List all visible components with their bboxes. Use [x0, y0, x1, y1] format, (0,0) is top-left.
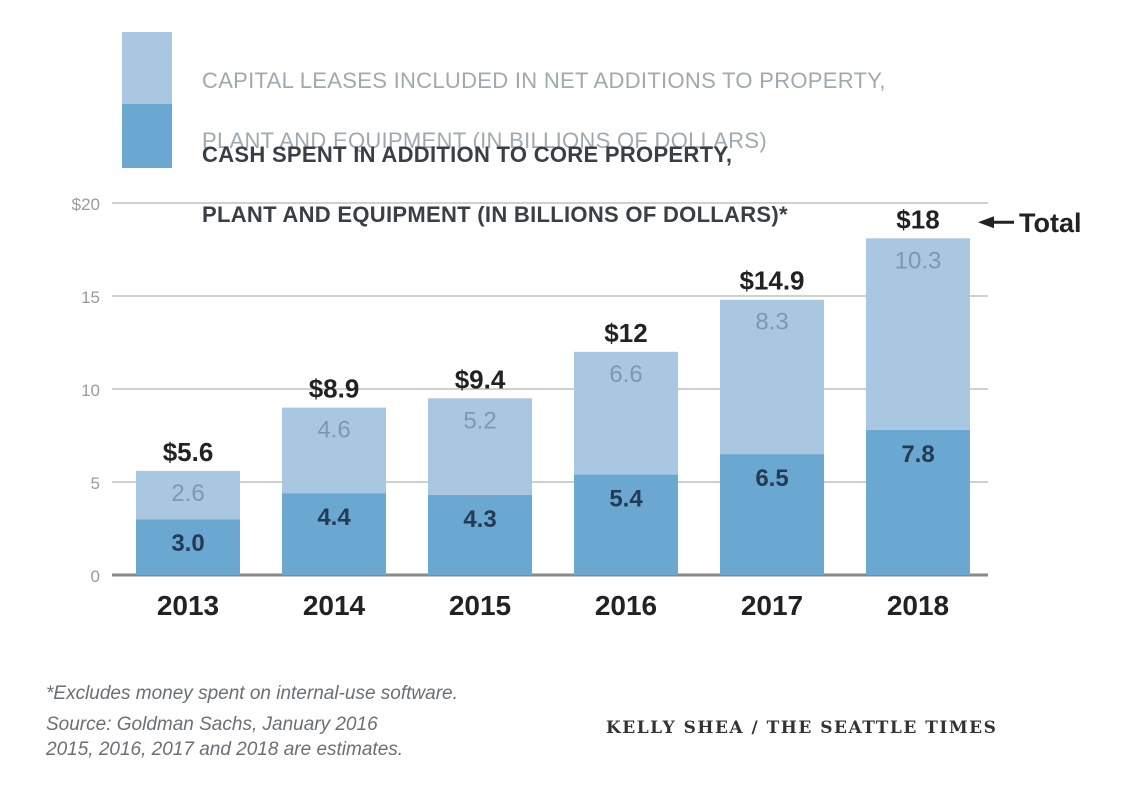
bar-segment-leases: [282, 407, 386, 494]
bar-value-label-leases: 5.2: [463, 407, 496, 434]
bar-value-label-leases: 2.6: [171, 480, 204, 507]
bar-segment-leases: [136, 470, 240, 520]
x-tick-label: 2013: [157, 590, 219, 621]
bar-segment-cash: [282, 493, 386, 575]
legend-label-capital-leases-line1: CAPITAL LEASES INCLUDED IN NET ADDITIONS…: [202, 68, 886, 93]
y-tick-label: 0: [91, 567, 100, 586]
legend-item-capital-leases: CAPITAL LEASES INCLUDED IN NET ADDITIONS…: [122, 32, 1022, 153]
bar-value-label-cash: 7.8: [901, 441, 934, 468]
bar-total-label: $5.6: [163, 437, 214, 467]
legend-label-capital-leases-line2: PLANT AND EQUIPMENT (IN BILLIONS OF DOLL…: [202, 128, 767, 153]
bar-total-label: $18: [896, 204, 939, 234]
chart-legend: CAPITAL LEASES INCLUDED IN NET ADDITIONS…: [122, 32, 1022, 227]
bar-value-label-cash: 6.5: [755, 465, 788, 492]
bar-value-label-leases: 6.6: [609, 361, 642, 388]
bar-value-label-cash: 4.4: [317, 504, 351, 531]
footnote-exclusions: *Excludes money spent on internal-use so…: [46, 683, 458, 704]
legend-label-cash-spent-line1: CASH SPENT IN ADDITION TO CORE PROPERTY,: [202, 142, 733, 167]
bar-total-label: $8.9: [309, 374, 360, 404]
bar-total-label: $9.4: [455, 364, 506, 394]
bar-total-label: $12: [604, 318, 647, 348]
bar-value-label-leases: 10.3: [895, 247, 942, 274]
bar-value-label-leases: 8.3: [755, 309, 788, 336]
bar-segment-leases: [720, 299, 824, 455]
legend-swatch-cash-spent: [122, 104, 172, 168]
bar-segment-cash: [574, 474, 678, 575]
bar-segment-leases: [428, 398, 532, 496]
total-annotation-label: Total: [1019, 208, 1082, 238]
y-tick-label: 10: [81, 381, 100, 400]
bar-segment-leases: [866, 238, 970, 430]
bar-total-label: $14.9: [739, 266, 804, 296]
total-pointer-arrow: [978, 216, 994, 229]
legend-item-cash-spent: CASH SPENT IN ADDITION TO CORE PROPERTY,…: [122, 104, 1022, 227]
stacked-bar-chart: 0 5 10 15 $20 3.0 2.6 $5.6 2013 4.4 4.6 $8.9 2014 4.3…: [72, 195, 1082, 621]
footnote-estimates: 2015, 2016, 2017 and 2018 are estimates.: [46, 739, 404, 760]
bar-segment-cash: [866, 429, 970, 575]
footnotes: *Excludes money spent on internal-use so…: [46, 652, 458, 792]
x-tick-label: 2015: [449, 590, 511, 621]
x-tick-label: 2016: [595, 590, 657, 621]
y-tick-label: 15: [81, 288, 100, 307]
bar-segment-leases: [574, 351, 678, 475]
x-tick-label: 2017: [741, 590, 803, 621]
bar-segment-cash: [136, 519, 240, 575]
legend-swatch-capital-leases: [122, 32, 172, 104]
credit-line: KELLY SHEA / THE SEATTLE TIMES: [606, 718, 998, 738]
bar-value-label-leases: 4.6: [317, 417, 350, 444]
source-note: Source: Goldman Sachs, January 2016: [46, 714, 378, 735]
bar-value-label-cash: 5.4: [609, 486, 643, 513]
y-tick-label: $20: [72, 195, 100, 214]
x-tick-label: 2014: [303, 590, 366, 621]
x-tick-label: 2018: [887, 590, 949, 621]
bar-segment-cash: [428, 495, 532, 575]
legend-label-cash-spent-line2: PLANT AND EQUIPMENT (IN BILLIONS OF DOLL…: [202, 202, 788, 227]
y-tick-label: 5: [91, 474, 100, 493]
bar-segment-cash: [720, 454, 824, 575]
bar-value-label-cash: 4.3: [463, 506, 496, 533]
bar-value-label-cash: 3.0: [171, 530, 204, 557]
